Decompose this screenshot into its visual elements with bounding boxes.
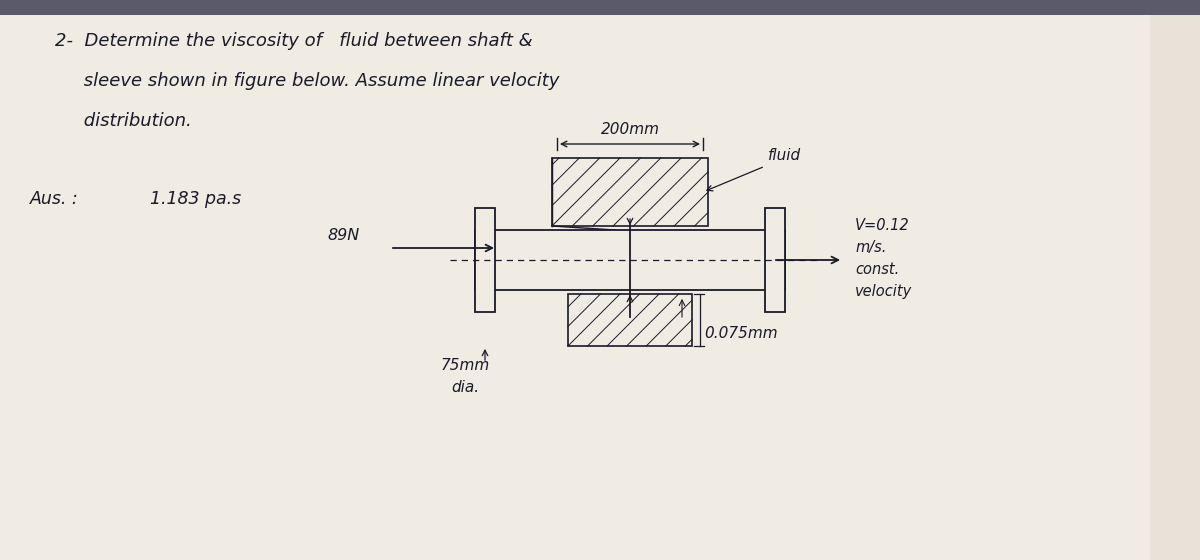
Text: const.: const. [854, 262, 899, 277]
Bar [475, 208, 496, 312]
Text: V=0.12: V=0.12 [854, 218, 910, 233]
Text: distribution.: distribution. [55, 112, 192, 130]
Text: sleeve shown in figure below. Assume linear velocity: sleeve shown in figure below. Assume lin… [55, 72, 559, 90]
Text: dia.: dia. [451, 380, 479, 395]
Text: fluid: fluid [768, 148, 802, 163]
Text: velocity: velocity [854, 284, 912, 299]
Bar [766, 208, 785, 312]
Text: 1.183 pa.s: 1.183 pa.s [150, 190, 241, 208]
Text: m/s.: m/s. [854, 240, 887, 255]
Bar [475, 230, 785, 290]
Text: 2-  Determine the viscosity of   fluid between shaft &: 2- Determine the viscosity of fluid betw… [55, 32, 533, 50]
Bar [568, 294, 692, 346]
Text: 89N: 89N [328, 228, 360, 243]
Text: 0.075mm: 0.075mm [704, 325, 778, 340]
Bar [552, 158, 708, 226]
Text: 200mm: 200mm [600, 122, 660, 137]
Text: 75mm: 75mm [440, 358, 490, 373]
Bar [0, 0, 1200, 15]
Text: Aus. :: Aus. : [30, 190, 79, 208]
